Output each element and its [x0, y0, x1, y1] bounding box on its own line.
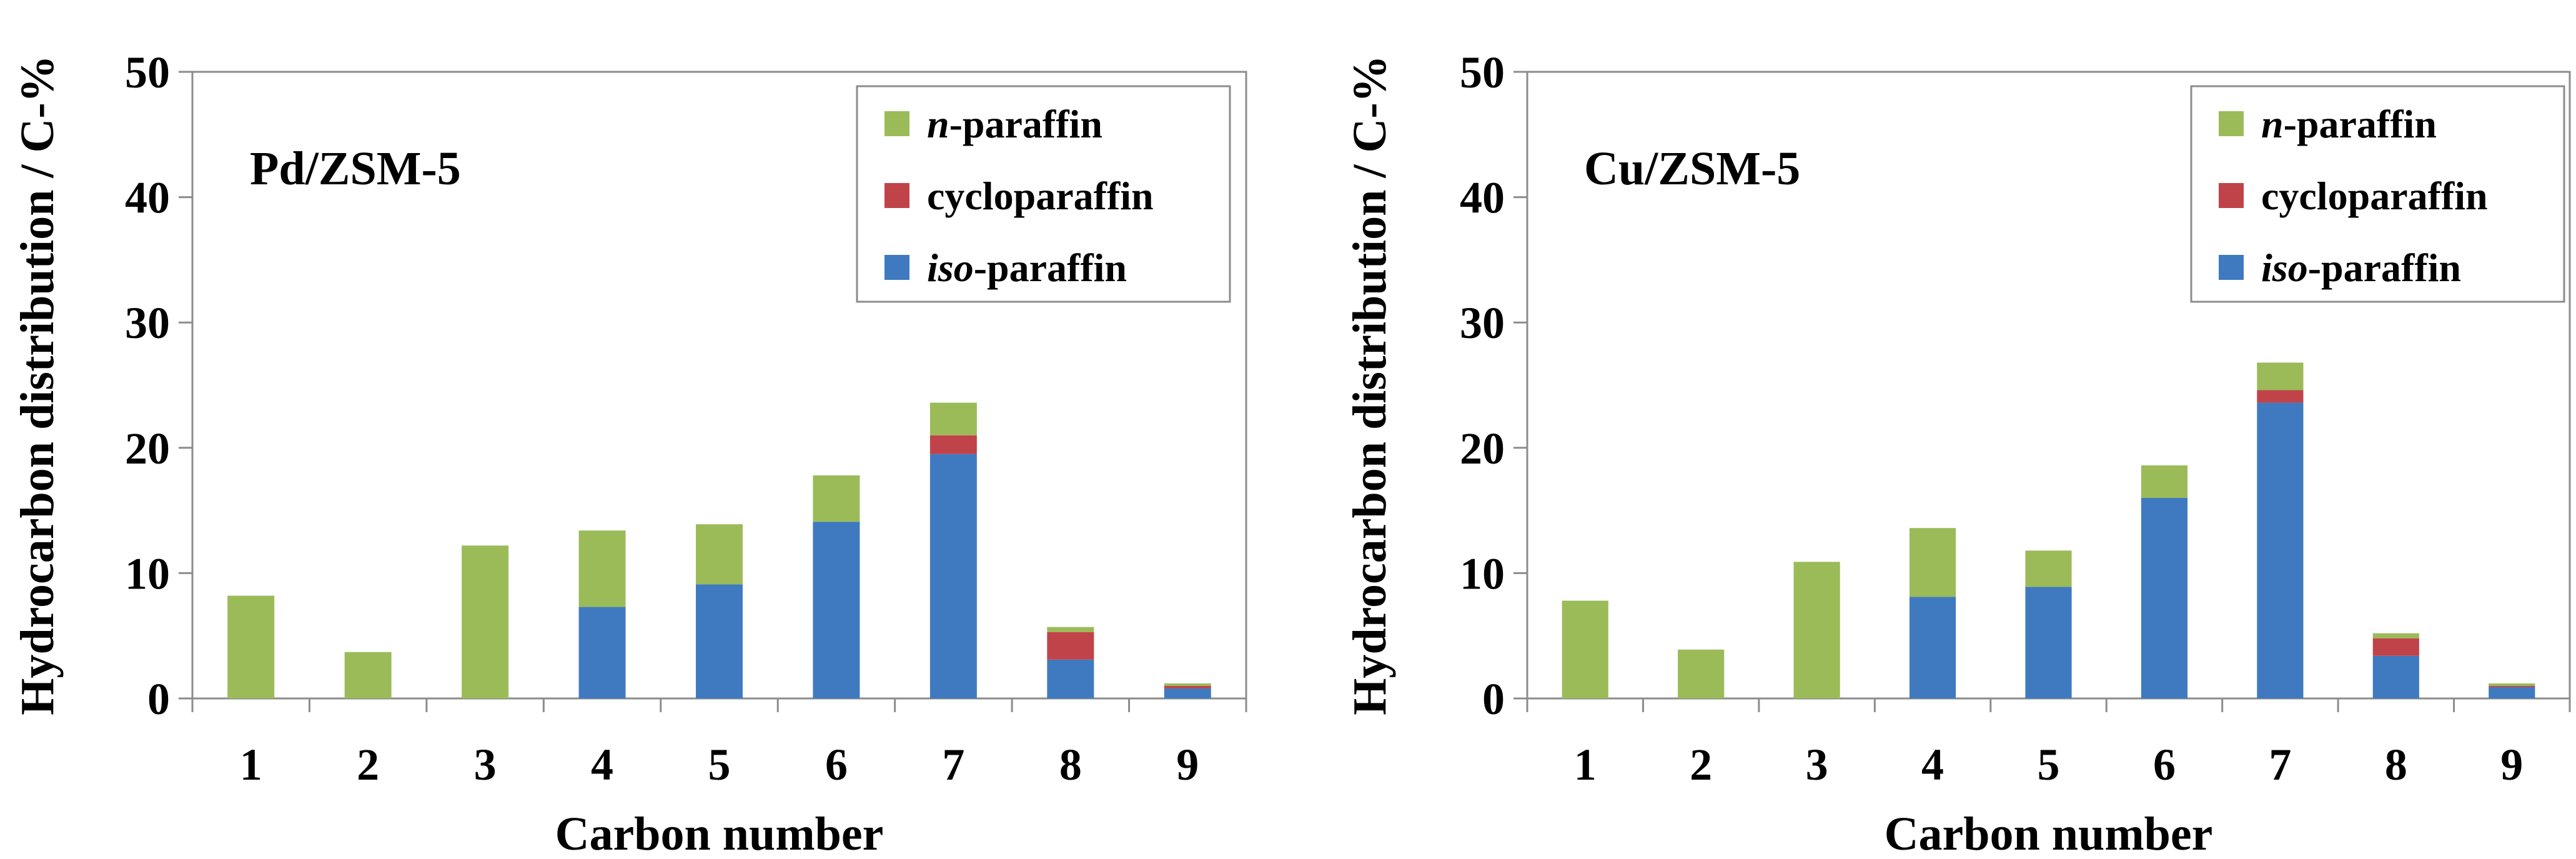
bar-iso-paraffin-c9: [2489, 687, 2535, 698]
bar-n-paraffin-c8: [2372, 633, 2419, 638]
x-tick-label: 3: [474, 740, 497, 790]
x-tick-label: 6: [2153, 740, 2176, 790]
x-tick-label: 7: [2269, 740, 2291, 790]
legend-label-n-paraffin: n-paraffin: [927, 102, 1102, 146]
bar-n-paraffin-c3: [1793, 562, 1840, 698]
legend-label-cycloparaffin: cycloparaffin: [927, 174, 1154, 218]
bar-n-paraffin-c7: [2257, 362, 2304, 390]
legend-box: [856, 85, 1231, 303]
y-axis-title: Hydrocarbon distribution / C-%: [11, 55, 64, 715]
legend-swatch-iso-paraffin: [2219, 255, 2244, 280]
legend: n-paraffin cycloparaffin iso-paraffin: [856, 85, 1231, 303]
bar-cycloparaffin-c7: [929, 435, 977, 454]
x-tick-label: 6: [825, 740, 848, 790]
y-tick-label: 40: [125, 173, 170, 223]
bar-cycloparaffin-c9: [2489, 685, 2535, 687]
x-tick-label: 7: [942, 740, 964, 790]
y-tick-label: 10: [125, 549, 170, 598]
y-tick-label: 10: [1460, 549, 1505, 598]
x-tick-label: 2: [1690, 740, 1712, 790]
legend-swatch-n-paraffin: [2219, 111, 2244, 136]
x-axis-title: Carbon number: [555, 808, 884, 859]
chart-panel-1: 0 10 20 30 40 50 1 2 3 4 5 6 7 8 9 Carbon number Hydroca…: [11, 47, 1247, 859]
bar-iso-paraffin-c8: [1047, 659, 1094, 698]
bar-n-paraffin-c6: [2141, 465, 2188, 499]
y-tick-label: 0: [1482, 674, 1505, 724]
x-tick-label: 3: [1806, 740, 1828, 790]
bar-n-paraffin-c1: [227, 595, 275, 698]
x-tick-label: 5: [2038, 740, 2060, 790]
legend-box: [2190, 85, 2565, 303]
bar-n-paraffin-c8: [1047, 627, 1094, 632]
bar-cycloparaffin-c9: [1164, 685, 1211, 688]
y-tick-label: 0: [147, 674, 170, 724]
x-tick-label: 8: [1059, 740, 1082, 790]
x-tick-label: 8: [2385, 740, 2407, 790]
x-tick-label: 5: [708, 740, 731, 790]
bar-cycloparaffin-c7: [2257, 390, 2304, 403]
bar-n-paraffin-c2: [1678, 649, 1725, 698]
x-tick-label: 1: [1574, 740, 1597, 790]
bar-n-paraffin-c6: [813, 475, 860, 522]
bar-iso-paraffin-c4: [1909, 597, 1956, 698]
legend-swatch-n-paraffin: [884, 111, 909, 136]
panel-label: Pd/ZSM-5: [250, 142, 461, 195]
y-tick-label: 50: [1460, 47, 1505, 97]
y-tick-label: 30: [125, 298, 170, 348]
bar-iso-paraffin-c5: [696, 584, 743, 698]
x-tick-label: 2: [357, 740, 379, 790]
legend-label-iso-paraffin: iso-paraffin: [927, 246, 1127, 290]
y-axis-title: Hydrocarbon distribution / C-%: [1344, 55, 1396, 715]
bar-n-paraffin-c3: [462, 545, 509, 698]
x-tick-label: 9: [2500, 740, 2523, 790]
y-tick-label: 30: [1460, 298, 1505, 348]
legend-label-iso-paraffin: iso-paraffin: [2261, 246, 2461, 290]
bar-n-paraffin-c5: [696, 524, 743, 585]
bar-n-paraffin-c5: [2025, 550, 2072, 587]
legend-swatch-cycloparaffin: [884, 183, 909, 208]
bar-cycloparaffin-c8: [2372, 638, 2419, 656]
x-axis-title: Carbon number: [1885, 808, 2213, 859]
x-tick-label: 9: [1176, 740, 1199, 790]
bar-iso-paraffin-c7: [929, 454, 977, 698]
bar-n-paraffin-c2: [344, 652, 392, 698]
bar-cycloparaffin-c8: [1047, 632, 1094, 660]
bar-iso-paraffin-c6: [2141, 498, 2188, 698]
x-tick-label: 1: [240, 740, 262, 790]
legend-swatch-iso-paraffin: [884, 255, 909, 280]
panel-label: Cu/ZSM-5: [1584, 142, 1800, 195]
bar-iso-paraffin-c5: [2025, 587, 2072, 698]
bar-iso-paraffin-c7: [2257, 402, 2304, 698]
bar-n-paraffin-c9: [2489, 683, 2535, 686]
bar-n-paraffin-c9: [1164, 683, 1211, 686]
bar-iso-paraffin-c6: [813, 522, 860, 698]
chart-panel-2: 0 10 20 30 40 50 1 2 3 4 5 6 7 8 9 Carbon number Hydroca…: [1344, 47, 2571, 859]
bar-n-paraffin-c1: [1562, 600, 1608, 698]
bar-iso-paraffin-c4: [578, 607, 626, 698]
bar-n-paraffin-c4: [578, 530, 626, 607]
bar-iso-paraffin-c8: [2372, 655, 2419, 698]
y-tick-label: 20: [1460, 424, 1505, 474]
x-tick-label: 4: [591, 740, 613, 790]
y-tick-label: 50: [125, 47, 170, 97]
x-tick-label: 4: [1921, 740, 1944, 790]
legend-swatch-cycloparaffin: [2219, 183, 2244, 208]
y-tick-label: 40: [1460, 173, 1505, 223]
bar-iso-paraffin-c9: [1164, 688, 1211, 698]
legend-label-n-paraffin: n-paraffin: [2261, 102, 2437, 146]
legend-label-cycloparaffin: cycloparaffin: [2261, 174, 2488, 218]
y-tick-label: 20: [125, 424, 170, 474]
bar-n-paraffin-c4: [1909, 528, 1956, 597]
legend: n-paraffin cycloparaffin iso-paraffin: [2190, 85, 2565, 303]
bar-n-paraffin-c7: [929, 402, 977, 435]
